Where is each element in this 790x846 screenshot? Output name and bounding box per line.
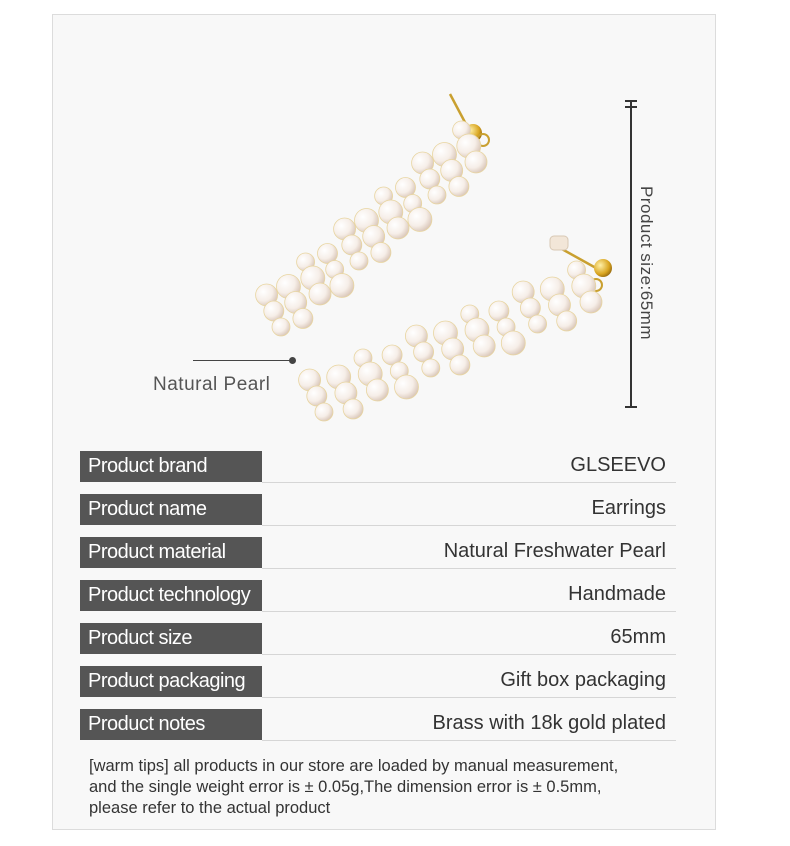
natural-pearl-label: Natural Pearl [153,374,271,395]
pearl-bead [349,251,369,271]
spec-row-size: Product size 65mm [80,623,676,666]
divider [262,740,676,741]
spec-row-technology: Product technology Handmade [80,580,676,623]
divider [262,482,676,483]
pearl-bead [449,354,471,376]
pearl-bead [528,314,547,334]
warm-tips-line: and the single weight error is ± 0.05g,T… [89,778,602,796]
dimension-line [630,100,632,408]
spec-value: 65mm [610,626,666,648]
spec-value: Brass with 18k gold plated [432,712,666,734]
divider [262,611,676,612]
pearl-earrings-illustration [255,93,612,422]
divider [262,568,676,569]
spec-value: Gift box packaging [500,669,666,691]
pearl-bead [427,185,447,205]
pearl-bead [308,282,332,306]
spec-label: Product technology [80,580,262,611]
spec-value: GLSEEVO [570,454,666,476]
product-photo: Natural Pearl Product size:65mm [153,93,656,422]
left-earring [255,93,490,337]
pearl-bead [556,310,578,332]
warm-tips: [warm tips] all products in our store ar… [89,756,689,819]
pearl-bead [579,290,603,314]
pearl-bead [329,273,355,298]
pearl-bead [386,216,410,240]
spec-value: Earrings [591,497,666,519]
divider [262,697,676,698]
pearl-bead [421,358,441,378]
pearl-bead [500,330,526,356]
warm-tips-line: please refer to the actual product [89,799,331,817]
spec-table: Product brand GLSEEVO Product name Earri… [80,451,676,752]
spec-value: Natural Freshwater Pearl [443,540,666,562]
dimension-bottom-cap [625,406,637,408]
warm-tips-line: [warm tips] all products in our store ar… [89,757,619,775]
spec-label: Product material [80,537,262,568]
divider [262,654,676,655]
pearl-bead [342,398,364,420]
pearl-bead [472,334,496,358]
spec-row-name: Product name Earrings [80,494,676,537]
spec-row-packaging: Product packaging Gift box packaging [80,666,676,709]
pearl-bead [407,207,433,232]
callout-dot [289,357,296,364]
pearl-bead [292,308,314,329]
pearl-bead [464,150,488,174]
right-earring [298,235,612,422]
pearl-bead [370,242,392,263]
spec-row-brand: Product brand GLSEEVO [80,451,676,494]
pearl-bead [271,317,291,337]
pearl-bead [314,402,334,422]
callout-line [193,360,293,361]
spec-label: Product notes [80,709,262,740]
product-size-label: Product size:65mm [637,186,656,340]
pearl-bead [394,374,419,400]
pearl-bead [448,176,470,197]
spec-label: Product name [80,494,262,525]
spec-label: Product size [80,623,262,654]
pearl-bead [365,378,389,402]
divider [262,525,676,526]
spec-row-material: Product material Natural Freshwater Pear… [80,537,676,580]
spec-row-notes: Product notes Brass with 18k gold plated [80,709,676,752]
spec-label: Product brand [80,451,262,482]
spec-value: Handmade [568,583,666,605]
spec-label: Product packaging [80,666,262,697]
